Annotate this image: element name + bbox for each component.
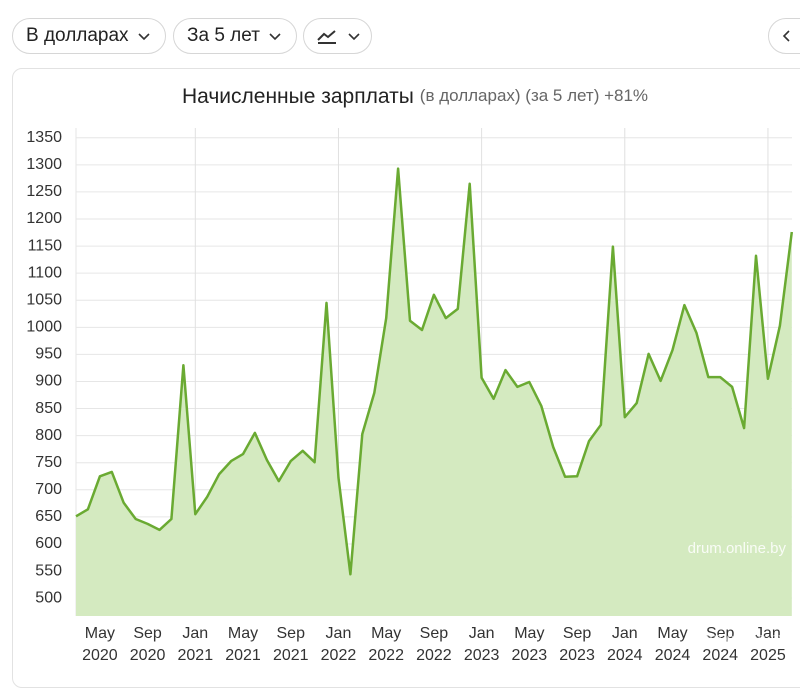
- y-tick-label: 650: [35, 508, 62, 525]
- currency-dropdown[interactable]: В долларах: [12, 18, 166, 54]
- x-tick-label: May 2023: [512, 625, 548, 664]
- x-tick-label: May 2020: [82, 625, 118, 664]
- x-tick-label: Jan 2021: [178, 625, 214, 664]
- x-tick-label: Jan 2023: [464, 625, 500, 664]
- x-tick-label: Sep 2021: [273, 625, 309, 664]
- chevron: [348, 33, 360, 41]
- chart-heading: Начисленные зарплаты (в долларах) (за 5 л…: [182, 85, 648, 108]
- y-tick-label: 750: [35, 454, 62, 471]
- y-tick-label: 1050: [26, 291, 62, 308]
- y-tick-label: 900: [35, 373, 62, 390]
- x-tick-label: Jan 2024: [607, 625, 643, 664]
- x-tick-label: May 2022: [368, 625, 404, 664]
- period-label: За 5 лет: [187, 25, 260, 46]
- x-tick-label: Sep 2023: [559, 625, 595, 664]
- y-tick-label: 1250: [26, 183, 62, 200]
- x-tick-label: Sep 2020: [130, 625, 166, 664]
- x-tick-label: May 2024: [655, 625, 691, 664]
- chevron: [137, 33, 150, 41]
- y-tick-label: 800: [35, 427, 62, 444]
- x-tick-label: Jan 2022: [321, 625, 357, 664]
- chart-type-dropdown[interactable]: [303, 18, 372, 54]
- y-tick-label: 700: [35, 481, 62, 498]
- x-tick-label: Sep 2022: [416, 625, 452, 664]
- y-tick-label: 550: [35, 562, 62, 579]
- y-tick-label: 600: [35, 535, 62, 552]
- area-fill: [76, 168, 792, 616]
- y-tick-label: 1000: [26, 319, 62, 336]
- y-tick-label: 500: [35, 589, 62, 606]
- x-tick-label: May 2021: [225, 625, 261, 664]
- chart-title: Начисленные зарплаты: [182, 85, 414, 108]
- chevron-left: [782, 30, 790, 42]
- y-tick-label: 850: [35, 400, 62, 417]
- y-tick-label: 950: [35, 346, 62, 363]
- y-tick-label: 1150: [28, 237, 63, 254]
- chart-icon: [317, 30, 336, 44]
- page: {"header": {"currency": "В долларах", "p…: [12, 18, 800, 688]
- chart-subtitle: (в долларах) (за 5 лет) +81%: [420, 86, 648, 105]
- chevron: [269, 33, 281, 41]
- x-tick-label: Jan 2025: [750, 625, 786, 664]
- currency-label: В долларах: [26, 25, 129, 46]
- y-tick-label: 1100: [28, 264, 63, 281]
- y-tick-label: 1350: [26, 129, 62, 146]
- period-dropdown[interactable]: За 5 лет: [173, 18, 297, 54]
- area-line: [75, 167, 794, 576]
- watermark: drum.online.by: [688, 630, 787, 647]
- y-tick-label: 1300: [26, 156, 62, 173]
- prev-button[interactable]: [768, 18, 800, 54]
- chart: Начисленные зарплаты (в долларах) (за 5 л…: [26, 85, 794, 664]
- watermark: drum.online.by: [688, 540, 787, 557]
- x-tick-label: Sep 2024: [702, 625, 738, 664]
- y-tick-label: 1200: [26, 210, 62, 227]
